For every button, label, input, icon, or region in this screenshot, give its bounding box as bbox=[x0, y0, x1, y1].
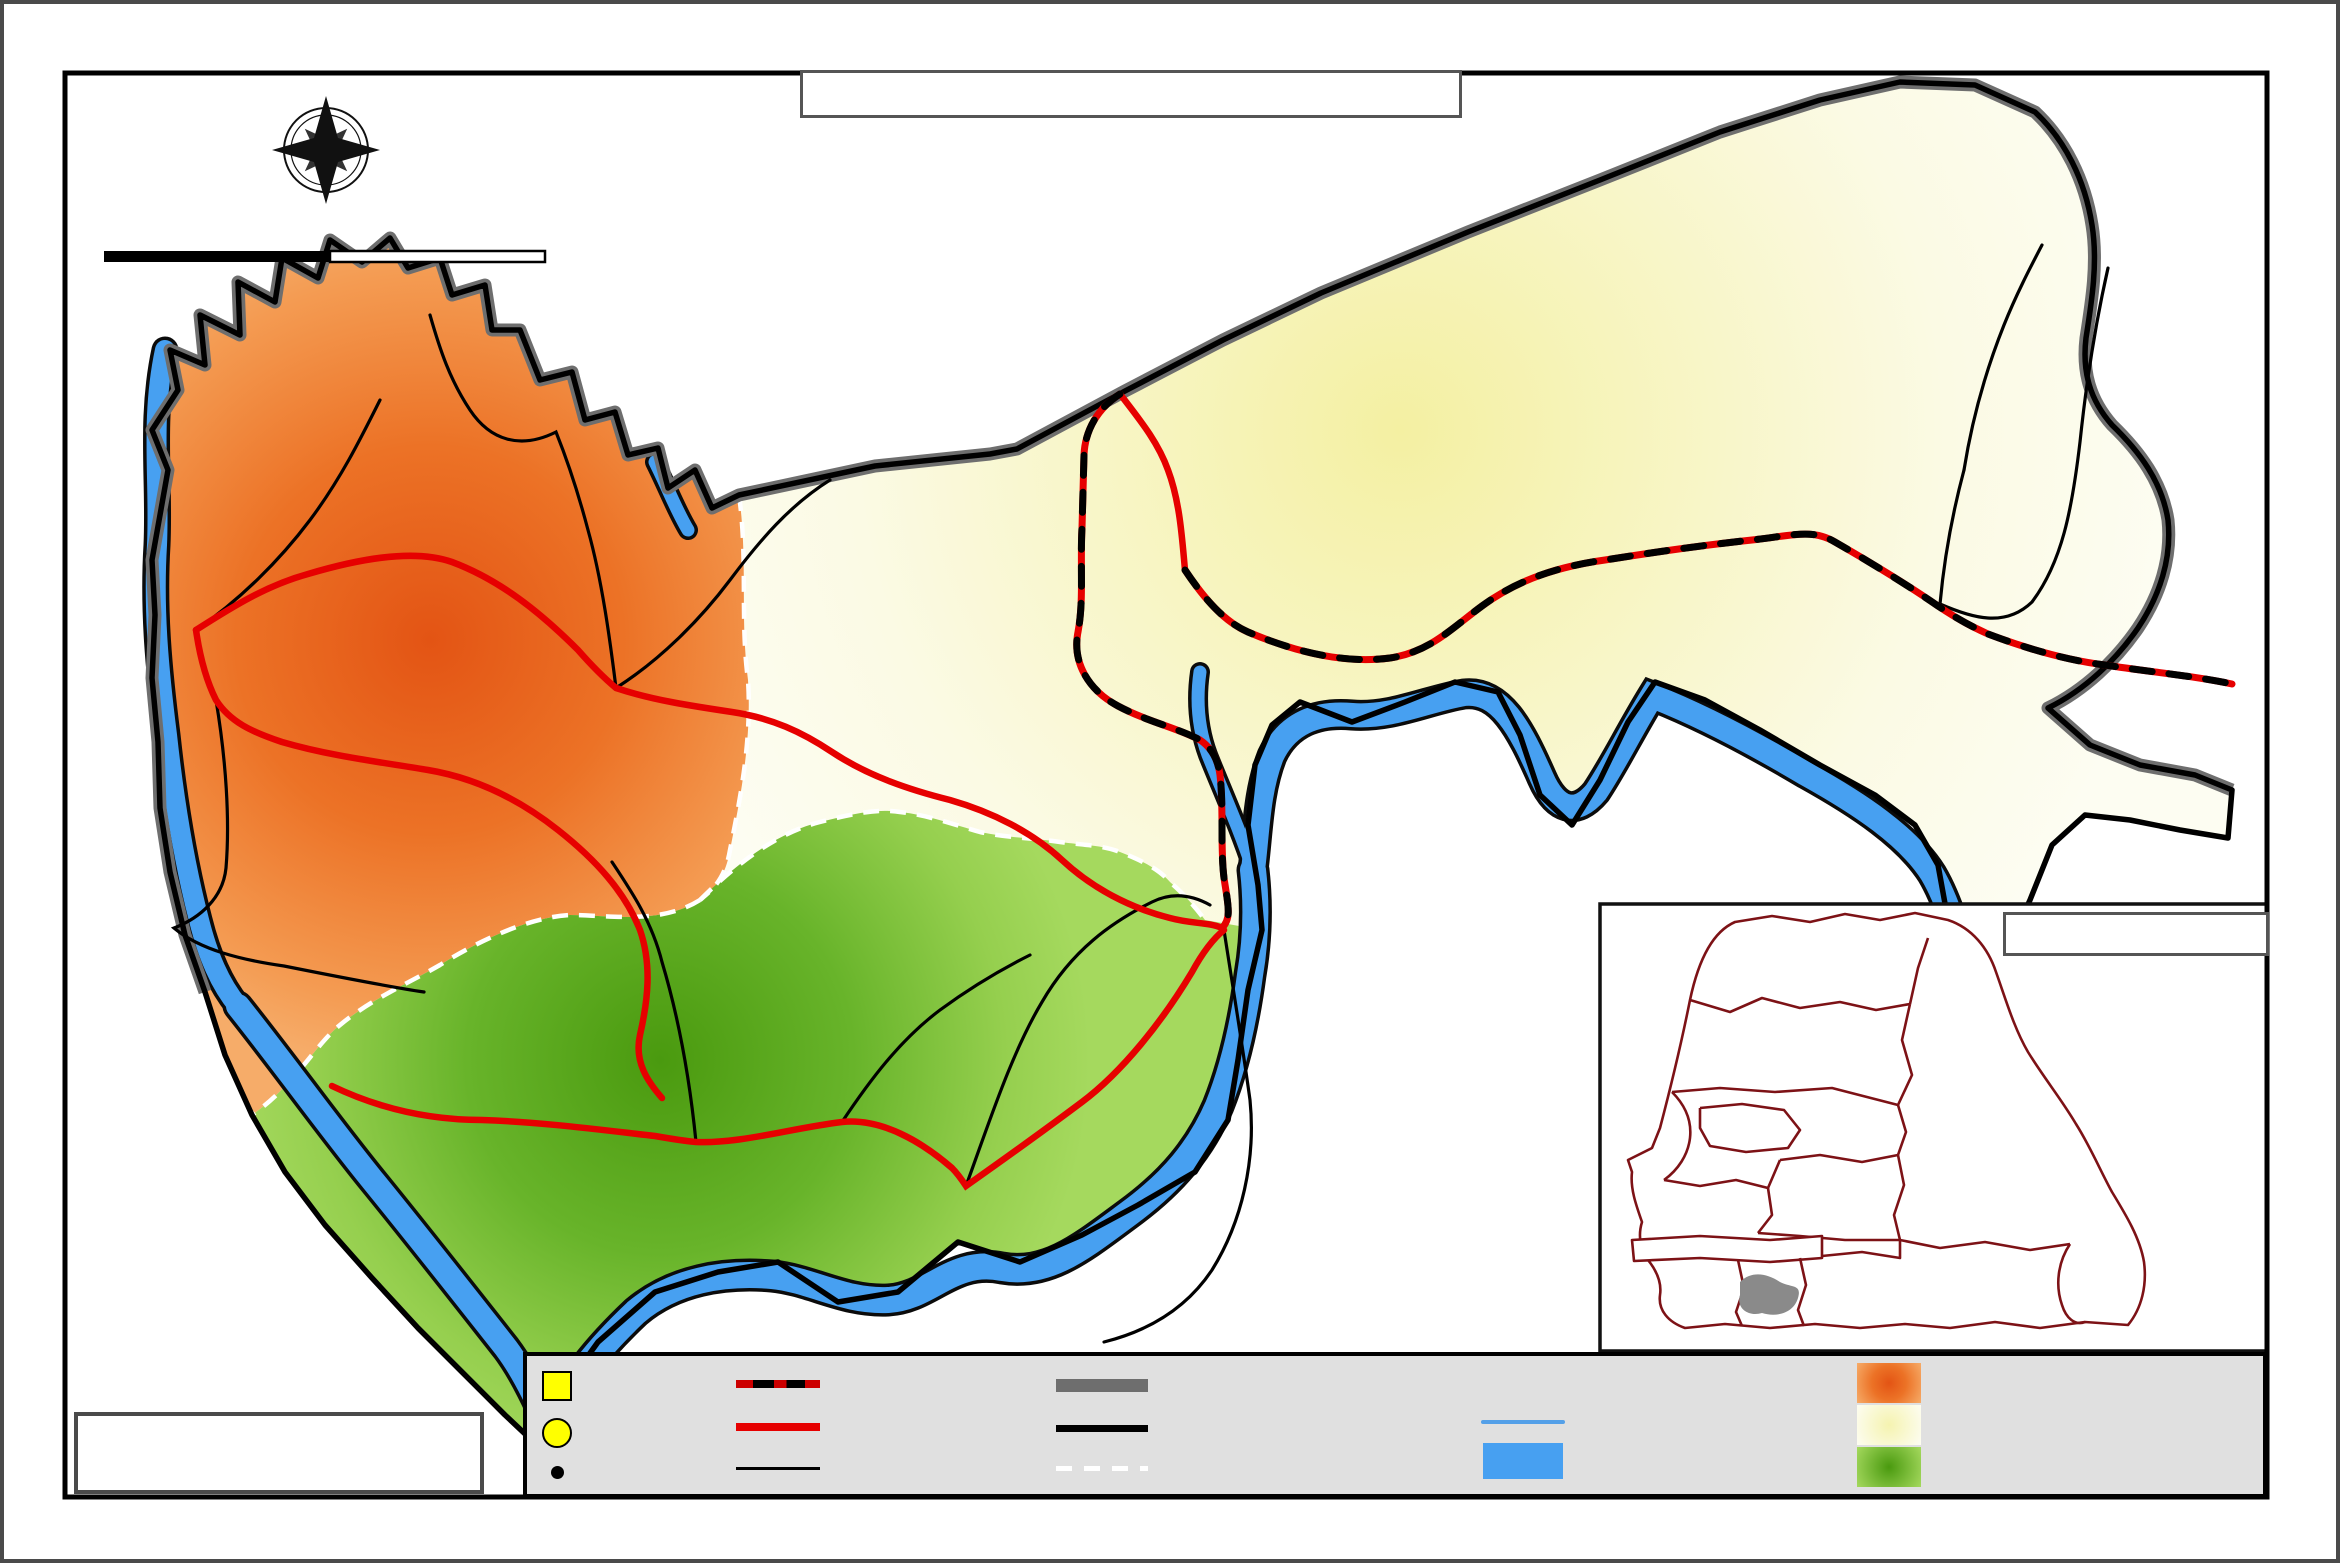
cours-eau-swatch bbox=[1481, 1419, 1565, 1424]
legend-item-route-non-bitumee bbox=[732, 1423, 1062, 1432]
limites-departement-swatch bbox=[1056, 1425, 1148, 1433]
legend-group-roads bbox=[732, 1356, 1062, 1494]
arrondissement-fills bbox=[152, 82, 2232, 1448]
scale-bar bbox=[104, 249, 547, 264]
legend-item-arr-djinde bbox=[1853, 1405, 2263, 1445]
piste-large-roads bbox=[170, 243, 2110, 1344]
legend-group-arrondissements bbox=[1853, 1356, 2263, 1494]
legend-item-commune bbox=[541, 1418, 726, 1449]
legend-item-piste-large bbox=[732, 1467, 1062, 1471]
legend-item-route-bitumee bbox=[732, 1379, 1062, 1388]
legend-item-fleuve bbox=[1477, 1442, 1867, 1479]
village-swatch bbox=[550, 1466, 564, 1480]
arr-djibabouya-swatch bbox=[1857, 1363, 1921, 1403]
legend-item-limites-departement bbox=[1052, 1425, 1472, 1433]
limites-arrondissement-swatch bbox=[1056, 1466, 1148, 1472]
roads bbox=[170, 243, 2232, 1344]
arrondissement-djibabouya-area bbox=[152, 238, 749, 1115]
legend-group-symbols bbox=[541, 1356, 726, 1494]
inset-map bbox=[1598, 902, 2269, 1353]
arr-djinde-swatch bbox=[1857, 1405, 1921, 1445]
legend-item-arr-djibabouya bbox=[1853, 1363, 2263, 1403]
senegal-region-borders bbox=[1626, 911, 2147, 1330]
inset-title bbox=[2003, 912, 2269, 956]
arrondissement-djiredji-area bbox=[252, 810, 1262, 1448]
legend-item-limites-arrondissement bbox=[1052, 1466, 1472, 1472]
ville-swatch bbox=[542, 1370, 572, 1401]
legend-item-villages bbox=[541, 1466, 726, 1480]
legend-item-arr-djiredji bbox=[1853, 1447, 2263, 1487]
route-non-bitumee-roads bbox=[192, 390, 1228, 1191]
arrondissement-limits bbox=[250, 494, 1207, 1117]
legend-item-cours-eau bbox=[1477, 1419, 1867, 1424]
legend-item-ville bbox=[541, 1370, 726, 1401]
map-title bbox=[800, 70, 1462, 118]
compass-rose bbox=[272, 96, 380, 204]
arr-djiredji-swatch bbox=[1857, 1447, 1921, 1487]
piste-large-swatch bbox=[736, 1467, 820, 1471]
route-non-bitumee-swatch bbox=[736, 1423, 820, 1432]
limites-region-swatch bbox=[1056, 1378, 1148, 1392]
sedhiou-department-highlight bbox=[1739, 1274, 1799, 1315]
legend-item-limites-region bbox=[1052, 1378, 1472, 1392]
sources-box bbox=[74, 1412, 484, 1494]
legend-group-limits bbox=[1052, 1356, 1472, 1494]
legend-panel: . bbox=[523, 1352, 2267, 1498]
commune-swatch bbox=[542, 1418, 572, 1449]
legend-group-water: . bbox=[1477, 1356, 1867, 1494]
route-bitumee-swatch bbox=[736, 1379, 820, 1388]
fleuve-swatch bbox=[1483, 1442, 1563, 1479]
